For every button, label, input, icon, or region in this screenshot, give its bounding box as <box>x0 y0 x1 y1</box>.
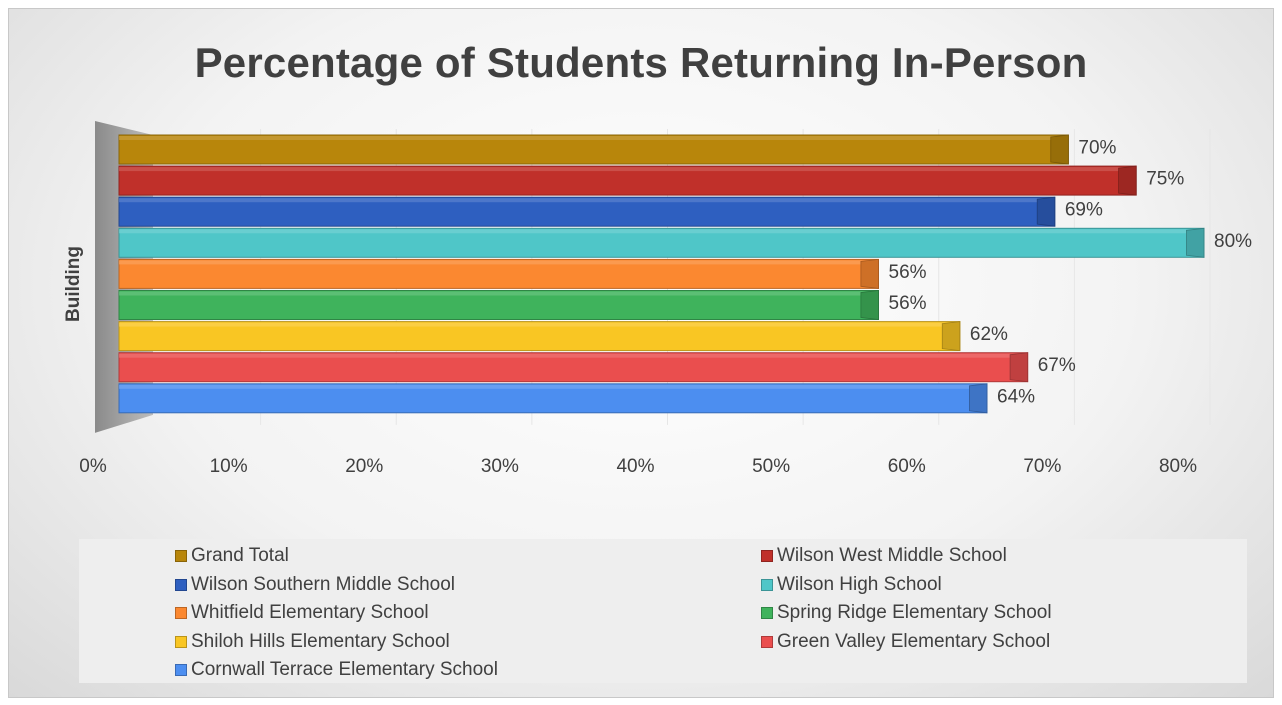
legend-item: Spring Ridge Elementary School <box>761 600 1052 626</box>
legend-swatch <box>761 607 773 619</box>
bar-end-cap <box>941 321 961 352</box>
data-label: 69% <box>1065 200 1103 221</box>
bar-highlight <box>119 260 879 265</box>
plot-area: 70% 75% 69% 80% 56% 56% 62% 67%64% 0% 10% 20% 30% 40… <box>63 121 1252 477</box>
x-tick-label: 50% <box>752 456 790 477</box>
x-tick-label: 0% <box>79 456 107 477</box>
bar-group <box>118 196 1056 227</box>
legend-swatch <box>761 550 773 562</box>
bar-group <box>118 352 1029 383</box>
bar-highlight <box>119 291 879 296</box>
bar-highlight <box>119 167 1137 172</box>
x-tick-label: 70% <box>1023 456 1061 477</box>
data-label: 75% <box>1146 169 1184 190</box>
x-tick-label: 10% <box>210 456 248 477</box>
data-label: 64% <box>997 386 1035 407</box>
bar-end-cap <box>1186 227 1205 258</box>
bar-group <box>118 134 1069 165</box>
legend-swatch <box>175 550 187 562</box>
legend-item: Grand Total <box>175 543 289 569</box>
x-tick-label: 30% <box>481 456 519 477</box>
legend-swatch <box>175 607 187 619</box>
legend-label: Wilson West Middle School <box>777 545 1007 566</box>
bar-end-cap <box>860 290 879 320</box>
legend-item: Cornwall Terrace Elementary School <box>175 657 498 683</box>
bar-end-cap <box>1118 165 1137 196</box>
x-tick-label: 80% <box>1159 456 1197 477</box>
bar-end-cap <box>1036 196 1056 227</box>
bar-group <box>118 321 961 352</box>
bar-group <box>118 165 1137 196</box>
x-tick-label: 40% <box>616 456 654 477</box>
legend-item: Wilson High School <box>761 572 942 598</box>
legend-label: Green Valley Elementary School <box>777 630 1051 652</box>
data-label: 56% <box>889 293 927 314</box>
legend-label: Wilson High School <box>777 573 942 595</box>
bar-highlight <box>119 198 1055 203</box>
bar-highlight <box>119 353 1028 358</box>
legend-label: Wilson Southern Middle School <box>191 573 456 595</box>
chart-frame: Percentage of Students Returning In-Pers… <box>8 8 1274 698</box>
legend-label: Cornwall Terrace Elementary School <box>191 659 498 680</box>
legend-swatch <box>175 578 187 591</box>
bar-group <box>118 383 988 414</box>
legend-item: Wilson Southern Middle School <box>175 572 455 598</box>
legend-label: Shiloh Hills Elementary School <box>191 630 450 652</box>
bar-end-cap <box>1009 352 1029 383</box>
y-axis-title: Building <box>63 246 84 322</box>
data-label: 62% <box>970 324 1008 345</box>
bar-highlight <box>119 384 987 389</box>
bar-group <box>118 290 879 320</box>
legend-item: Green Valley Elementary School <box>761 629 1050 655</box>
data-label: 67% <box>1038 355 1076 376</box>
legend-label: Spring Ridge Elementary School <box>777 602 1052 623</box>
bar-highlight <box>119 136 1069 140</box>
legend-label: Grand Total <box>191 545 289 566</box>
data-label: 56% <box>889 262 927 283</box>
bar-group <box>118 258 879 289</box>
legend: Grand Total Wilson West Middle School Wils… <box>79 539 1247 683</box>
legend-item: Shiloh Hills Elementary School <box>175 629 450 655</box>
x-tick-label: 20% <box>345 456 383 477</box>
chart-title: Percentage of Students Returning In-Pers… <box>194 39 1088 86</box>
legend-swatch <box>175 664 187 676</box>
bar-highlight <box>119 229 1204 234</box>
legend-swatch <box>761 635 773 648</box>
legend-item: Wilson West Middle School <box>761 543 1007 569</box>
legend-swatch <box>761 578 773 591</box>
bar-highlight <box>119 322 960 327</box>
legend-swatch <box>175 635 187 648</box>
legend-item: Whitfield Elementary School <box>175 600 429 626</box>
x-tick-label: 60% <box>888 456 926 477</box>
data-label: 80% <box>1214 231 1252 252</box>
bar-group <box>118 227 1205 258</box>
data-label: 70% <box>1078 138 1116 159</box>
bar-end-cap <box>860 258 879 289</box>
bar-end-cap <box>1050 134 1069 165</box>
bar-end-cap <box>969 383 988 414</box>
legend-label: Whitfield Elementary School <box>191 602 429 623</box>
